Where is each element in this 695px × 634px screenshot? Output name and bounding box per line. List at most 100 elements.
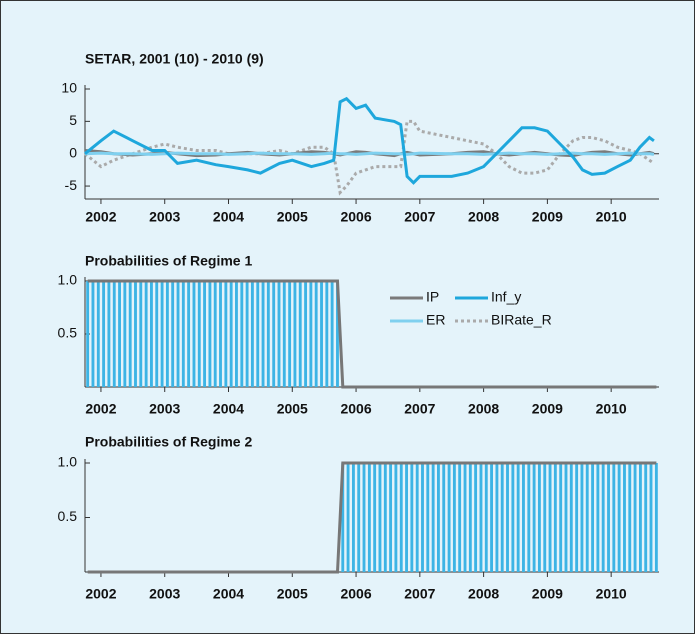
x-tick-label: 2004 (213, 209, 244, 225)
x-tick-label: 2002 (85, 586, 116, 602)
bar (235, 281, 238, 387)
bar (415, 463, 419, 572)
bar (118, 281, 121, 387)
bar (383, 463, 387, 572)
bar (426, 463, 430, 572)
x-tick-label: 2009 (532, 586, 563, 602)
x-tick-label: 2004 (213, 401, 244, 417)
bar (192, 281, 196, 387)
bar (543, 463, 547, 572)
bar (181, 281, 185, 387)
bar (500, 463, 504, 572)
series-line (84, 96, 655, 185)
bar (511, 463, 515, 572)
bar (134, 281, 137, 387)
bar (607, 463, 610, 572)
x-tick-label: 2005 (277, 401, 308, 417)
bar (208, 281, 212, 387)
x-tick-label: 2008 (468, 209, 499, 225)
bar (638, 463, 642, 572)
bar (357, 463, 361, 572)
bar (171, 281, 175, 387)
bar (490, 463, 493, 572)
bar (219, 281, 222, 387)
y-tick-label: 1.0 (58, 272, 78, 288)
bar (623, 463, 626, 572)
bar (458, 463, 462, 572)
bar (649, 463, 653, 572)
bar (516, 463, 520, 572)
bar (633, 463, 637, 572)
bar (176, 281, 180, 387)
bar (261, 281, 265, 387)
y-tick-label: 0.5 (58, 325, 78, 341)
x-tick-label: 2005 (277, 586, 308, 602)
y-tick-label: 0.5 (58, 508, 78, 524)
bar (452, 463, 456, 572)
bar (421, 463, 424, 572)
y-tick-label: -5 (65, 177, 78, 193)
x-tick-label: 2006 (340, 209, 371, 225)
bar (346, 463, 350, 572)
bar (128, 281, 132, 387)
bar (320, 281, 323, 387)
legend-label: BIRate_R (491, 312, 552, 328)
bar (654, 463, 658, 572)
x-tick-label: 2010 (596, 586, 627, 602)
bar (150, 281, 153, 387)
bar (325, 281, 329, 387)
bar (277, 281, 281, 387)
x-tick-label: 2006 (340, 586, 371, 602)
bar (336, 281, 339, 387)
bar (298, 281, 302, 387)
bar (373, 463, 377, 572)
bar (187, 281, 191, 387)
bar (288, 281, 292, 387)
bar (553, 463, 557, 572)
x-tick-label: 2010 (596, 209, 627, 225)
bar (431, 463, 435, 572)
bar (245, 281, 249, 387)
bar (256, 281, 260, 387)
bar (537, 463, 541, 572)
bar (86, 281, 90, 387)
bar (468, 463, 472, 572)
bar (644, 463, 648, 572)
bar (144, 281, 148, 387)
bar (394, 463, 398, 572)
x-tick-label: 2002 (85, 401, 116, 417)
x-tick-label: 2007 (404, 401, 435, 417)
bar (362, 463, 366, 572)
legend-label: ER (426, 312, 445, 328)
x-tick-label: 2007 (404, 586, 435, 602)
bar (474, 463, 478, 572)
series-line (84, 119, 655, 196)
x-tick-label: 2002 (85, 209, 116, 225)
x-tick-label: 2009 (532, 209, 563, 225)
bar (575, 463, 579, 572)
x-tick-label: 2004 (213, 586, 244, 602)
y-tick-label: 0 (69, 144, 77, 160)
bar (564, 463, 568, 572)
bar (102, 281, 106, 387)
bar (155, 281, 159, 387)
bar (628, 463, 632, 572)
bar (378, 463, 382, 572)
bar (617, 463, 621, 572)
bar (282, 281, 286, 387)
bar (506, 463, 509, 572)
bar (112, 281, 116, 387)
bar (437, 463, 440, 572)
bar (484, 463, 488, 572)
y-tick-label: 5 (69, 112, 77, 128)
bar (107, 281, 111, 387)
x-tick-label: 2010 (596, 401, 627, 417)
bar (224, 281, 228, 387)
bar (463, 463, 467, 572)
bar (548, 463, 552, 572)
x-tick-label: 2003 (149, 586, 180, 602)
bar (229, 281, 233, 387)
bar (585, 463, 589, 572)
y-tick-label: 10 (61, 80, 77, 96)
